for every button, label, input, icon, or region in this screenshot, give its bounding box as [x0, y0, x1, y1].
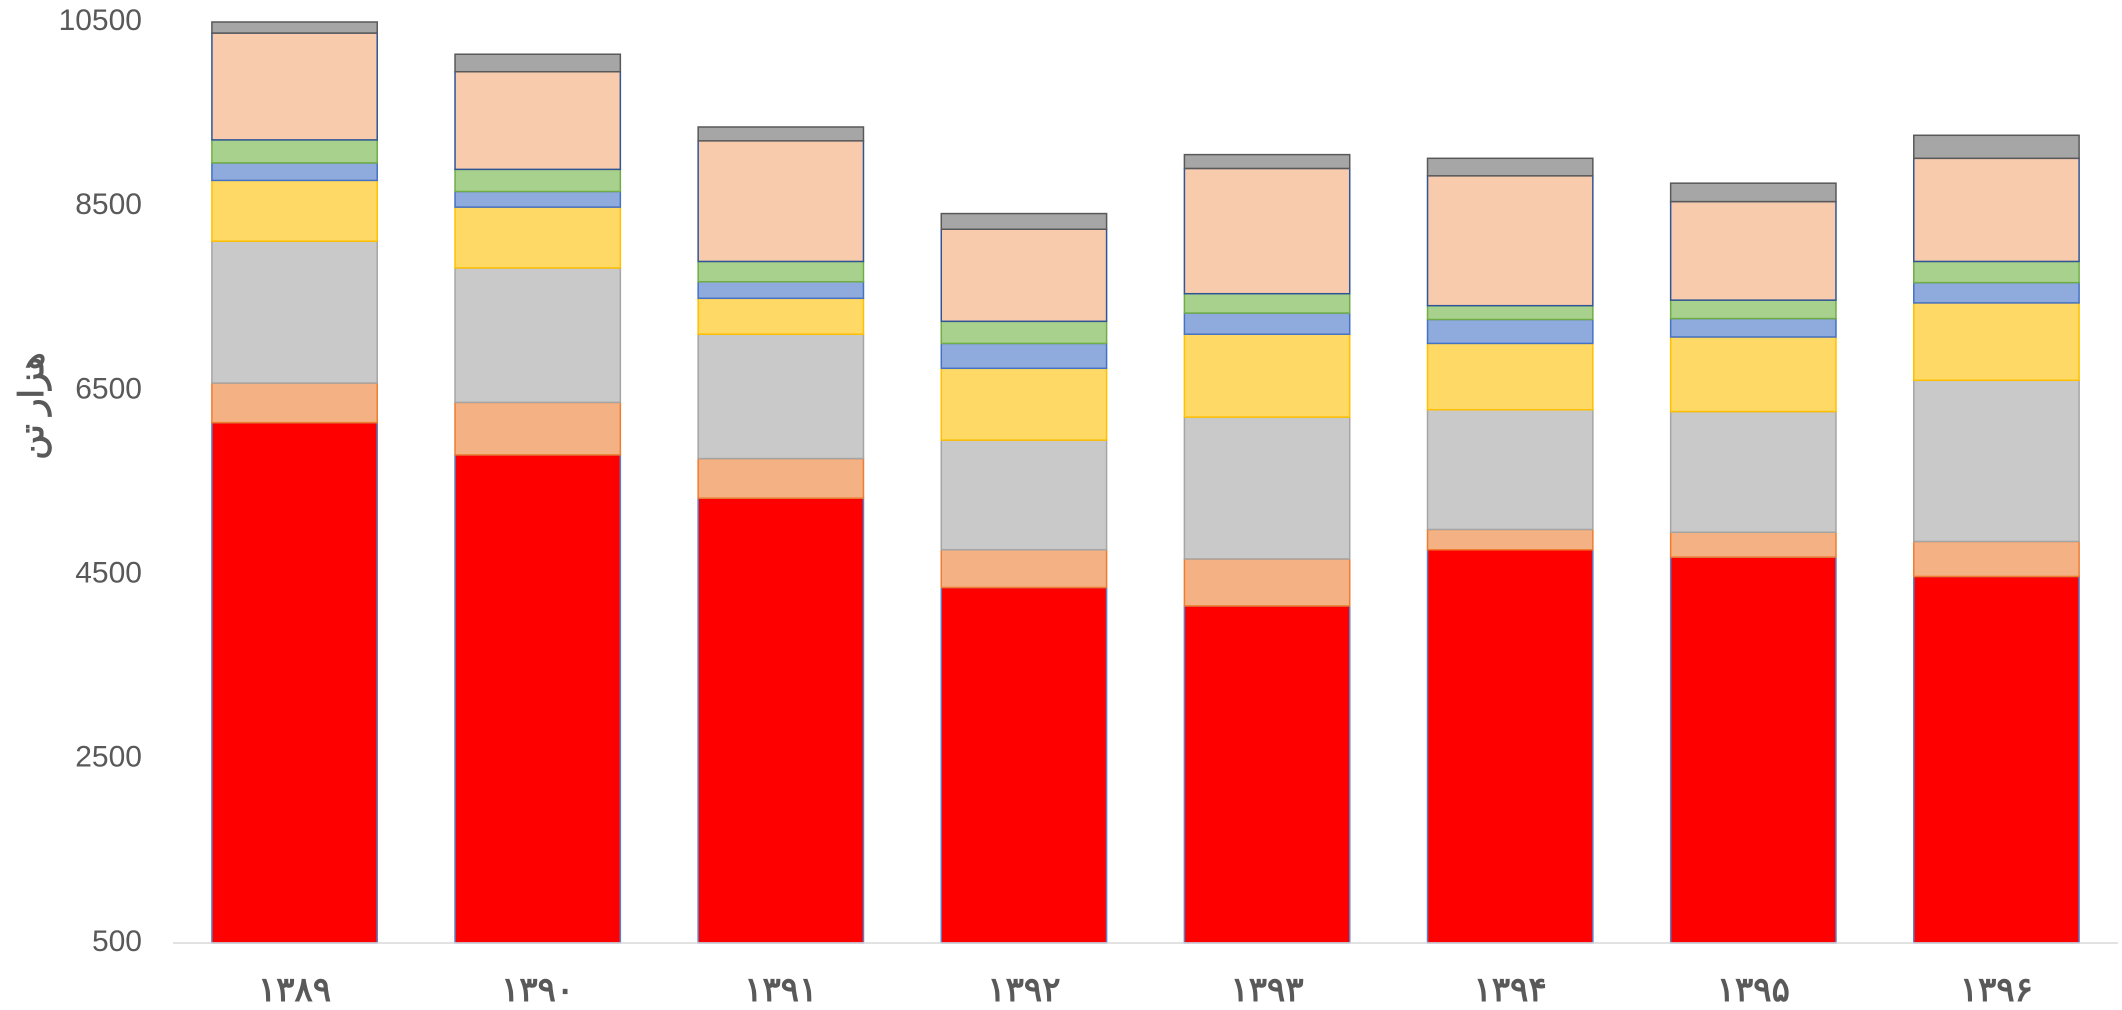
bar-segment [454, 53, 622, 73]
x-tick-label: ۱۳۹۱ [744, 971, 817, 1009]
bar-segment [1183, 153, 1351, 170]
bar-segment [1913, 540, 2080, 578]
bar-segment [1426, 408, 1594, 531]
bar-segment [454, 454, 622, 944]
bar-segment [454, 168, 622, 193]
bar-segment [1183, 605, 1351, 944]
bar-segment [940, 586, 1108, 944]
bar-segment [697, 126, 865, 142]
bar-segment [1426, 342, 1594, 411]
bar-segment [1669, 182, 1837, 203]
bar-segment [940, 342, 1108, 370]
x-tick-label: ۱۳۹۶ [1960, 971, 2033, 1009]
bar-segment [1183, 167, 1351, 295]
bar-segment [211, 139, 378, 164]
bar-segment [1913, 260, 2080, 284]
bar-segment [940, 367, 1108, 441]
bar-segment [697, 457, 865, 499]
bar-segment [697, 280, 865, 300]
x-tick-label: ۱۳۹۲ [987, 971, 1060, 1009]
bar-segment [454, 190, 622, 208]
bar-segment [211, 179, 378, 242]
bar-segment [940, 320, 1108, 345]
bar-segment [1183, 558, 1351, 607]
bar-segment [1913, 302, 2080, 382]
bar-segment [1669, 299, 1837, 320]
bar-segment [1183, 312, 1351, 335]
y-tick-label: 8500 [75, 188, 142, 221]
bar-segment [1913, 157, 2080, 263]
x-tick-label: ۱۳۹۴ [1474, 971, 1547, 1009]
x-tick-label: ۱۳۸۹ [258, 971, 331, 1009]
bar-segment [1913, 379, 2080, 543]
bar-segment [211, 421, 378, 944]
bar-segment [1426, 318, 1594, 345]
bar-segment [1669, 336, 1837, 413]
bar-segment [940, 439, 1108, 551]
bar-segment [697, 260, 865, 283]
bar-segment [211, 32, 378, 141]
bar-segment [1183, 416, 1351, 560]
bar-segment [211, 240, 378, 384]
bar-segment [940, 212, 1108, 230]
x-tick-label: ۱۳۹۰ [501, 971, 574, 1009]
bar-segment [454, 267, 622, 404]
bar-segment [697, 297, 865, 335]
bar-segment [1913, 134, 2080, 160]
y-tick-label: 6500 [75, 372, 142, 405]
x-tick-label: ۱۳۹۵ [1717, 971, 1790, 1009]
bar-segment [1669, 200, 1837, 301]
y-tick-label: 10500 [59, 4, 142, 37]
bar-segment [1426, 175, 1594, 307]
bar-segment [211, 21, 378, 34]
bar-segment [211, 382, 378, 424]
y-tick-label: 4500 [75, 557, 142, 590]
bar-segment [1426, 548, 1594, 944]
bar-segment [211, 162, 378, 182]
bar-segment [1913, 281, 2080, 304]
y-axis-label: هزار تن [13, 352, 52, 459]
bar-segment [1669, 317, 1837, 338]
x-tick-label: ۱۳۹۳ [1231, 971, 1304, 1009]
bar-segment [1183, 292, 1351, 314]
bar-segment [1669, 556, 1837, 944]
bar-segment [940, 548, 1108, 589]
bar-segment [1426, 528, 1594, 551]
bar-segment [1669, 531, 1837, 558]
bar-segment [1426, 157, 1594, 177]
bar-segment [454, 70, 622, 171]
bar-segment [454, 206, 622, 269]
bar-segment [454, 401, 622, 456]
bar-segment [1183, 333, 1351, 418]
bar-segment [940, 228, 1108, 323]
y-tick-label: 500 [92, 925, 142, 958]
bar-segment [1913, 575, 2080, 944]
bar-segment [1669, 410, 1837, 533]
y-tick-label: 2500 [75, 741, 142, 774]
bar-segment [1426, 304, 1594, 321]
bar-segment [697, 140, 865, 263]
bar-segment [697, 497, 865, 944]
bar-segment [697, 333, 865, 460]
